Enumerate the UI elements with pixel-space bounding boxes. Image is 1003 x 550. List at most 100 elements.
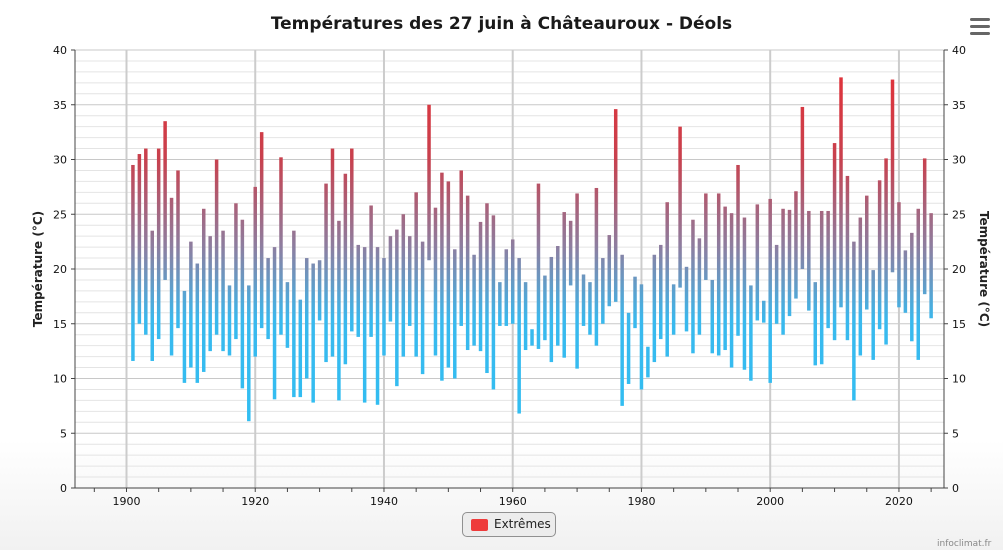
bar-1912[interactable] <box>201 208 206 372</box>
bar-2025[interactable] <box>929 213 933 319</box>
bar-1902[interactable] <box>137 154 142 324</box>
bar-1995[interactable] <box>736 164 740 336</box>
bar-2005[interactable] <box>800 106 805 269</box>
bar-1935[interactable] <box>350 148 354 332</box>
bar-1934[interactable] <box>343 173 348 365</box>
bar-2012[interactable] <box>845 175 850 341</box>
bar-1976[interactable] <box>613 109 618 302</box>
bar-1968[interactable] <box>562 212 566 358</box>
bar-1950[interactable] <box>446 181 451 368</box>
bar-1936[interactable] <box>356 244 360 337</box>
bar-1948[interactable] <box>433 207 438 356</box>
bar-1978[interactable] <box>626 312 631 384</box>
bar-1937[interactable] <box>362 247 367 403</box>
bar-1931[interactable] <box>324 183 328 363</box>
bar-1954[interactable] <box>472 254 476 346</box>
bar-2011[interactable] <box>839 77 843 308</box>
bar-1930[interactable] <box>317 260 322 321</box>
bar-1903[interactable] <box>144 148 148 335</box>
bar-1996[interactable] <box>742 217 747 370</box>
bar-1964[interactable] <box>536 183 541 349</box>
bar-2014[interactable] <box>858 217 863 356</box>
bar-1981[interactable] <box>646 346 650 378</box>
bar-2010[interactable] <box>832 143 837 341</box>
bar-1958[interactable] <box>498 282 502 326</box>
bar-1907[interactable] <box>169 197 174 356</box>
bar-1975[interactable] <box>607 235 612 307</box>
bar-1980[interactable] <box>639 284 644 390</box>
bar-1913[interactable] <box>208 236 212 352</box>
bar-1965[interactable] <box>543 275 547 341</box>
bar-1955[interactable] <box>478 221 483 352</box>
bar-1923[interactable] <box>272 247 277 400</box>
bar-1921[interactable] <box>259 132 264 329</box>
bar-1933[interactable] <box>337 220 341 401</box>
bar-1943[interactable] <box>401 214 406 357</box>
bar-1986[interactable] <box>678 126 682 288</box>
bar-1970[interactable] <box>575 193 579 369</box>
bar-1988[interactable] <box>691 219 695 354</box>
bar-1962[interactable] <box>523 282 528 351</box>
bar-1973[interactable] <box>594 187 599 346</box>
bar-1949[interactable] <box>440 172 444 381</box>
bar-1905[interactable] <box>156 148 161 340</box>
bar-1922[interactable] <box>266 258 270 340</box>
bar-2009[interactable] <box>826 210 830 329</box>
bar-1991[interactable] <box>710 279 715 354</box>
bar-1914[interactable] <box>214 159 219 335</box>
bar-1984[interactable] <box>665 202 669 357</box>
bar-1938[interactable] <box>369 205 373 337</box>
bar-1960[interactable] <box>510 239 515 324</box>
credit-text[interactable]: infoclimat.fr <box>937 539 992 549</box>
bar-1947[interactable] <box>427 104 431 261</box>
bar-2003[interactable] <box>787 209 792 317</box>
bar-1979[interactable] <box>633 276 637 329</box>
bar-1924[interactable] <box>279 157 283 335</box>
bar-2021[interactable] <box>903 250 908 313</box>
bar-1941[interactable] <box>388 236 393 322</box>
bar-1957[interactable] <box>491 215 496 390</box>
bar-1910[interactable] <box>189 241 193 368</box>
bar-1916[interactable] <box>227 285 232 356</box>
bar-1952[interactable] <box>459 170 463 326</box>
bar-1985[interactable] <box>671 284 676 335</box>
bar-1909[interactable] <box>182 290 187 383</box>
bar-2020[interactable] <box>897 202 901 308</box>
bar-2019[interactable] <box>890 79 895 273</box>
bar-1919[interactable] <box>247 285 251 422</box>
bar-2002[interactable] <box>781 208 785 335</box>
bar-1901[interactable] <box>131 164 135 361</box>
bar-1993[interactable] <box>723 206 727 351</box>
bar-1920[interactable] <box>253 186 257 357</box>
bar-1945[interactable] <box>414 192 418 357</box>
bar-1971[interactable] <box>581 274 586 326</box>
bar-2023[interactable] <box>916 208 921 360</box>
bar-1911[interactable] <box>195 263 200 383</box>
bar-2018[interactable] <box>884 158 888 345</box>
bar-1908[interactable] <box>176 170 180 329</box>
bar-2004[interactable] <box>794 191 798 299</box>
bar-1998[interactable] <box>755 204 760 321</box>
bar-1927[interactable] <box>298 299 303 398</box>
bar-1967[interactable] <box>556 246 560 346</box>
bar-2006[interactable] <box>807 210 811 311</box>
bar-1966[interactable] <box>549 256 554 363</box>
bar-2016[interactable] <box>871 270 875 360</box>
bar-1929[interactable] <box>311 263 315 403</box>
bar-1990[interactable] <box>704 193 708 280</box>
bar-1997[interactable] <box>749 285 753 381</box>
bar-1982[interactable] <box>652 254 657 363</box>
bar-2015[interactable] <box>865 195 869 310</box>
bar-1939[interactable] <box>375 247 380 405</box>
bar-1904[interactable] <box>150 230 154 361</box>
bar-1994[interactable] <box>729 213 734 368</box>
bar-1999[interactable] <box>762 300 766 323</box>
bar-2024[interactable] <box>922 158 927 295</box>
bar-1974[interactable] <box>601 258 605 324</box>
bar-1915[interactable] <box>221 230 225 352</box>
bar-2008[interactable] <box>819 210 824 365</box>
bar-1972[interactable] <box>588 282 592 335</box>
bar-1917[interactable] <box>234 203 238 340</box>
bar-1987[interactable] <box>684 266 689 332</box>
bar-2000[interactable] <box>768 198 772 383</box>
